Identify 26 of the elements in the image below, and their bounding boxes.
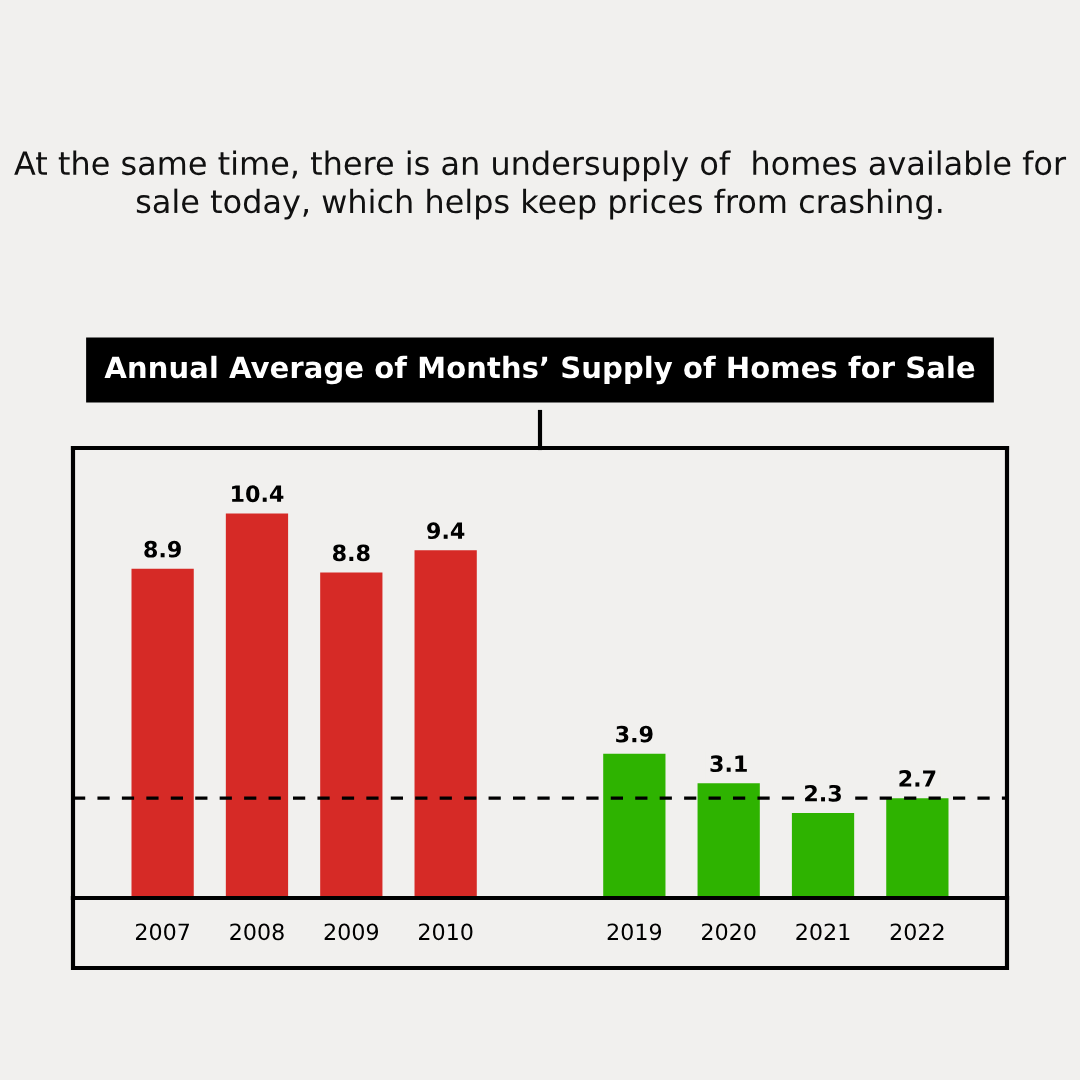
- bar: [603, 753, 666, 898]
- x-tick-label: 2019: [607, 923, 662, 941]
- bar: [225, 513, 289, 898]
- data-label: 3.9: [616, 725, 653, 743]
- data-label: 2.3: [805, 784, 841, 802]
- x-tick-label: 2010: [419, 923, 473, 941]
- x-tick-label: 2007: [135, 923, 189, 941]
- chart-title: At the same time, there is an undersupply of homes available for sale today, which helps keep prices from crashing.: [14, 150, 1067, 220]
- chart-subtitle: Annual Average of Months’ Supply of Homes for Sale: [104, 355, 975, 385]
- data-label: 3.1: [710, 755, 747, 773]
- data-label: 9.4: [427, 522, 465, 540]
- bar: [886, 798, 949, 898]
- x-tick-label: 2009: [324, 923, 379, 941]
- x-tick-label: 2008: [230, 923, 284, 941]
- bar: [131, 568, 194, 898]
- x-tick-label: 2020: [702, 923, 756, 941]
- bar: [414, 550, 477, 898]
- data-label: 8.8: [332, 544, 370, 562]
- bar: [320, 572, 383, 898]
- data-label: 2.7: [899, 770, 936, 787]
- data-label: 8.9: [144, 540, 181, 558]
- bar: [791, 812, 855, 898]
- x-tick-label: 2022: [890, 923, 944, 941]
- bar: [697, 783, 760, 898]
- x-tick-label: 2021: [796, 923, 850, 941]
- data-label: 10.4: [232, 485, 284, 503]
